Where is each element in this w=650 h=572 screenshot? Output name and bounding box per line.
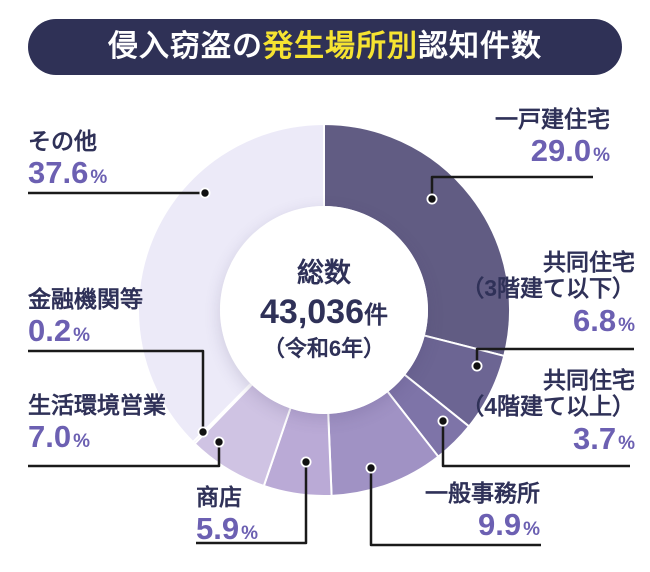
title-text-post: 認知件数 (418, 30, 542, 63)
slice-percent: 37.6% (28, 155, 108, 191)
slice-percent: 6.8% (572, 302, 635, 338)
leader-dot-office (365, 462, 377, 474)
total-heading: 総数 (297, 258, 351, 289)
slice-label-office: 一般事務所 9.9% (425, 480, 540, 543)
slice-name: 共同住宅 (543, 367, 635, 393)
percent-sign: % (241, 523, 259, 545)
slice-label-apartment-high: 共同住宅 （4階建て以上） 3.7% (461, 367, 635, 456)
slice-percent: 5.9% (196, 511, 259, 547)
leader-dot-lifestyle-business (213, 436, 225, 448)
slice-name-line2: （4階建て以上） (461, 393, 635, 420)
leader-line-office (369, 469, 541, 547)
donut-center: 総数 43,036件 （令和6年） (220, 206, 428, 414)
slice-name: 一般事務所 (425, 480, 540, 506)
slice-percent: 3.7% (572, 420, 635, 456)
leader-line-apartment-low (475, 347, 634, 365)
slice-label-apartment-low: 共同住宅 （3階建て以下） 6.8% (461, 249, 635, 338)
percent-sign: % (618, 432, 635, 454)
leader-dot-shop (300, 456, 312, 468)
slice-name: 一戸建住宅 (495, 106, 610, 132)
slice-name: 金融機関等 (28, 286, 143, 312)
slice-label-financial: 金融機関等 0.2% (28, 286, 143, 349)
percent-sign: % (90, 167, 108, 189)
slice-percent: 7.0% (28, 419, 91, 455)
leader-line-apartment-high (441, 422, 630, 468)
leader-line-financial (28, 349, 205, 431)
percent-sign: % (618, 314, 635, 336)
leader-line-lifestyle-business (28, 443, 221, 468)
total-value: 43,036 (260, 292, 364, 331)
slice-percent: 9.9% (477, 507, 540, 543)
leader-dot-detached-house (426, 193, 438, 205)
percent-sign: % (73, 431, 91, 453)
total-value-line: 43,036件 (260, 292, 388, 333)
slice-name: その他 (28, 128, 97, 154)
percent-sign: % (593, 145, 610, 167)
leader-dot-apartment-low (471, 360, 483, 372)
slice-name: 生活環境営業 (28, 392, 166, 418)
slice-percent: 29.0% (530, 133, 610, 169)
slice-label-other: その他 37.6% (28, 128, 107, 191)
total-year-note: （令和6年） (262, 335, 386, 361)
title-text-pre: 侵入窃盗の (108, 30, 263, 63)
leader-line-detached-house (430, 175, 593, 197)
title-text-highlight: 発生場所別 (263, 30, 418, 63)
slice-label-shop: 商店 5.9% (196, 484, 258, 547)
slice-label-lifestyle-business: 生活環境営業 7.0% (28, 392, 166, 455)
slice-percent: 0.2% (28, 313, 91, 349)
slice-name: 共同住宅 (543, 249, 635, 275)
percent-sign: % (73, 325, 91, 347)
total-unit: 件 (364, 301, 388, 329)
leader-line-shop (196, 463, 308, 545)
leader-dot-apartment-high (437, 415, 449, 427)
leader-dot-other (199, 187, 211, 199)
percent-sign: % (523, 519, 540, 541)
title-banner: 侵入窃盗の 発生場所別 認知件数 (28, 19, 622, 75)
leader-dot-financial (197, 426, 209, 438)
slice-name: 商店 (196, 484, 242, 510)
slice-label-detached-house: 一戸建住宅 29.0% (495, 106, 610, 169)
slice-name-line2: （3階建て以下） (461, 275, 635, 302)
